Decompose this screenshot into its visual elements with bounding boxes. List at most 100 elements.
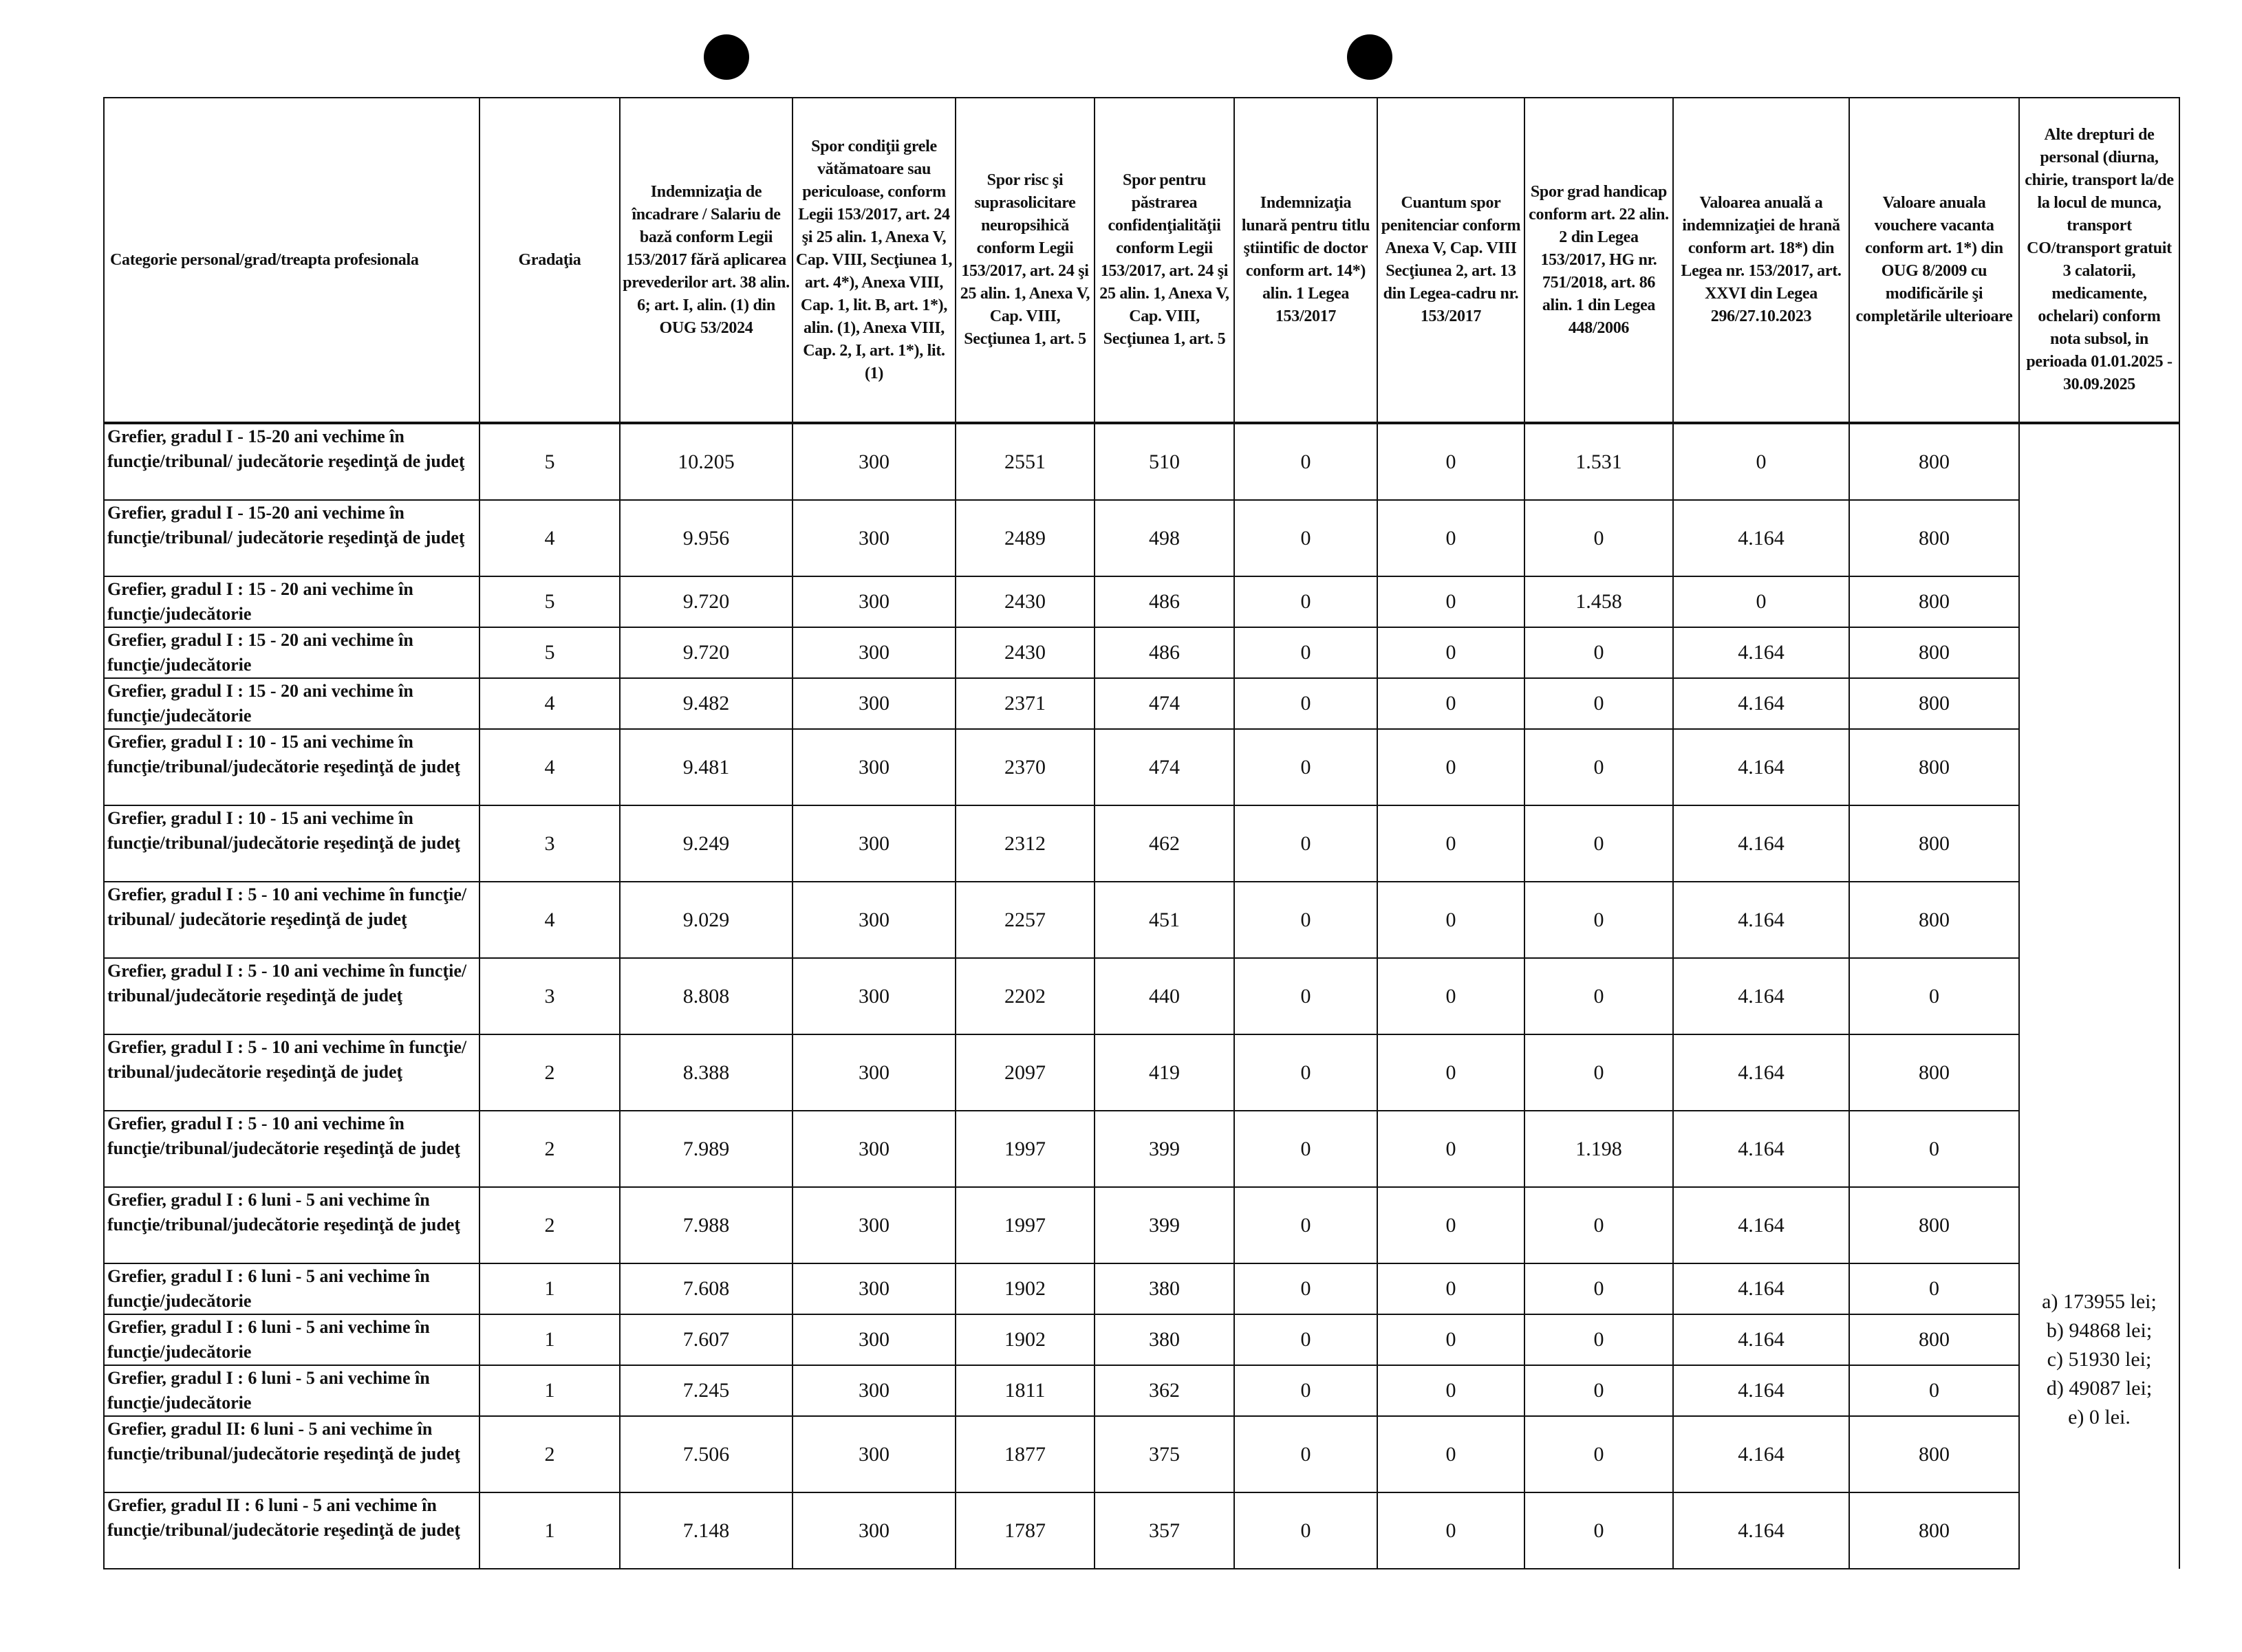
table-row: Grefier, gradul II : 6 luni - 5 ani vech… — [103, 1492, 2179, 1569]
cell-risk-bonus: 1902 — [955, 1263, 1095, 1315]
cell-risk-bonus: 1902 — [955, 1314, 1095, 1366]
cell-hazard-bonus: 300 — [792, 576, 956, 628]
cell-hazard-bonus: 300 — [792, 422, 956, 501]
table-row: Grefier, gradul I : 6 luni - 5 ani vechi… — [103, 1186, 2179, 1264]
cell-penitentiary-bonus: 0 — [1377, 957, 1525, 1035]
cell-base-salary: 7.988 — [619, 1186, 793, 1264]
other-rights-amount: c) 51930 lei; — [2047, 1348, 2152, 1371]
column-header-meal-allowance: Valoarea anuală a indemnizaţiei de hrană… — [1672, 97, 1850, 424]
cell-gradation: 4 — [479, 677, 621, 730]
cell-penitentiary-bonus: 0 — [1377, 499, 1525, 577]
cell-gradation: 2 — [479, 1110, 621, 1188]
cell-risk-bonus: 2202 — [955, 957, 1095, 1035]
cell-hazard-bonus: 300 — [792, 728, 956, 806]
cell-meal-allowance: 0 — [1672, 576, 1850, 628]
cell-category: Grefier, gradul I : 6 luni - 5 ani vechi… — [103, 1186, 480, 1264]
cell-doctor-allowance: 0 — [1233, 499, 1378, 577]
cell-hazard-bonus: 300 — [792, 627, 956, 679]
cell-category: Grefier, gradul I : 5 - 10 ani vechime î… — [103, 1110, 480, 1188]
other-rights-amount: a) 173955 lei; — [2042, 1290, 2157, 1313]
cell-base-salary: 7.989 — [619, 1110, 793, 1188]
cell-hazard-bonus: 300 — [792, 1314, 956, 1366]
cell-penitentiary-bonus: 0 — [1377, 422, 1525, 501]
cell-meal-allowance: 4.164 — [1672, 1034, 1850, 1111]
cell-vacation-vouchers: 800 — [1848, 499, 2020, 577]
cell-risk-bonus: 2371 — [955, 677, 1095, 730]
cell-confidentiality-bonus: 462 — [1094, 805, 1235, 882]
cell-base-salary: 9.720 — [619, 576, 793, 628]
cell-vacation-vouchers: 800 — [1848, 881, 2020, 959]
cell-handicap-bonus: 0 — [1524, 805, 1674, 882]
cell-handicap-bonus: 0 — [1524, 1314, 1674, 1366]
cell-base-salary: 8.808 — [619, 957, 793, 1035]
cell-meal-allowance: 4.164 — [1672, 1492, 1850, 1569]
cell-handicap-bonus: 0 — [1524, 957, 1674, 1035]
cell-meal-allowance: 4.164 — [1672, 1110, 1850, 1188]
cell-confidentiality-bonus: 380 — [1094, 1263, 1235, 1315]
cell-handicap-bonus: 0 — [1524, 1365, 1674, 1417]
cell-doctor-allowance: 0 — [1233, 1415, 1378, 1493]
cell-gradation: 3 — [479, 957, 621, 1035]
cell-base-salary: 8.388 — [619, 1034, 793, 1111]
cell-gradation: 1 — [479, 1314, 621, 1366]
table-row: Grefier, gradul I : 6 luni - 5 ani vechi… — [103, 1263, 2179, 1315]
cell-doctor-allowance: 0 — [1233, 1034, 1378, 1111]
cell-risk-bonus: 2257 — [955, 881, 1095, 959]
cell-vacation-vouchers: 800 — [1848, 1415, 2020, 1493]
cell-vacation-vouchers: 800 — [1848, 805, 2020, 882]
cell-gradation: 5 — [479, 627, 621, 679]
table-row: Grefier, gradul I - 15-20 ani vechime în… — [103, 422, 2180, 1569]
cell-doctor-allowance: 0 — [1233, 1314, 1378, 1366]
cell-handicap-bonus: 0 — [1524, 677, 1674, 730]
cell-base-salary: 9.481 — [619, 728, 793, 806]
cell-risk-bonus: 1811 — [955, 1365, 1095, 1417]
cell-category: Grefier, gradul I : 5 - 10 ani vechime î… — [103, 881, 480, 959]
cell-doctor-allowance: 0 — [1233, 1263, 1378, 1315]
cell-meal-allowance: 4.164 — [1672, 1365, 1850, 1417]
cell-vacation-vouchers: 0 — [1848, 1263, 2020, 1315]
cell-risk-bonus: 2097 — [955, 1034, 1095, 1111]
cell-penitentiary-bonus: 0 — [1377, 1186, 1525, 1264]
table-row: Grefier, gradul I : 15 - 20 ani vechime … — [103, 576, 2179, 628]
table-row: Grefier, gradul I : 10 - 15 ani vechime … — [103, 805, 2179, 882]
cell-category: Grefier, gradul I : 10 - 15 ani vechime … — [103, 805, 480, 882]
cell-category: Grefier, gradul II: 6 luni - 5 ani vechi… — [103, 1415, 480, 1493]
cell-confidentiality-bonus: 380 — [1094, 1314, 1235, 1366]
cell-meal-allowance: 0 — [1672, 422, 1850, 501]
cell-base-salary: 7.245 — [619, 1365, 793, 1417]
column-header-vacation-vouchers: Valoare anuala vouchere vacanta conform … — [1848, 97, 2020, 424]
cell-confidentiality-bonus: 486 — [1094, 627, 1235, 679]
cell-meal-allowance: 4.164 — [1672, 728, 1850, 806]
table-row: Grefier, gradul I - 15-20 ani vechime în… — [103, 499, 2179, 577]
table-row: Grefier, gradul I : 5 - 10 ani vechime î… — [103, 881, 2179, 959]
cell-confidentiality-bonus: 399 — [1094, 1186, 1235, 1264]
cell-gradation: 4 — [479, 881, 621, 959]
cell-meal-allowance: 4.164 — [1672, 805, 1850, 882]
cell-category: Grefier, gradul I : 6 luni - 5 ani vechi… — [103, 1263, 480, 1315]
cell-risk-bonus: 1877 — [955, 1415, 1095, 1493]
cell-meal-allowance: 4.164 — [1672, 881, 1850, 959]
cell-penitentiary-bonus: 0 — [1377, 627, 1525, 679]
cell-other-rights: a) 173955 lei; b) 94868 lei; c) 51930 lei;… — [2018, 422, 2180, 1569]
cell-vacation-vouchers: 800 — [1848, 1314, 2020, 1366]
cell-doctor-allowance: 0 — [1233, 677, 1378, 730]
cell-risk-bonus: 2430 — [955, 576, 1095, 628]
cell-doctor-allowance: 0 — [1233, 728, 1378, 806]
column-header-base-salary: Indemnizaţia de încadrare / Salariu de b… — [619, 97, 793, 424]
cell-risk-bonus: 2551 — [955, 422, 1095, 501]
column-header-hazard-bonus: Spor condiţii grele vătămatoare sau peri… — [792, 97, 956, 424]
punch-hole — [704, 34, 749, 80]
cell-handicap-bonus: 0 — [1524, 728, 1674, 806]
table-row: Grefier, gradul I : 5 - 10 ani vechime î… — [103, 1034, 2179, 1111]
cell-confidentiality-bonus: 474 — [1094, 677, 1235, 730]
column-header-category: Categorie personal/grad/treapta profesio… — [103, 97, 480, 424]
cell-penitentiary-bonus: 0 — [1377, 677, 1525, 730]
cell-gradation: 2 — [479, 1186, 621, 1264]
cell-hazard-bonus: 300 — [792, 881, 956, 959]
cell-vacation-vouchers: 800 — [1848, 627, 2020, 679]
cell-meal-allowance: 4.164 — [1672, 499, 1850, 577]
cell-handicap-bonus: 1.458 — [1524, 576, 1674, 628]
cell-hazard-bonus: 300 — [792, 805, 956, 882]
cell-gradation: 4 — [479, 499, 621, 577]
other-rights-amount: b) 94868 lei; — [2046, 1319, 2153, 1342]
